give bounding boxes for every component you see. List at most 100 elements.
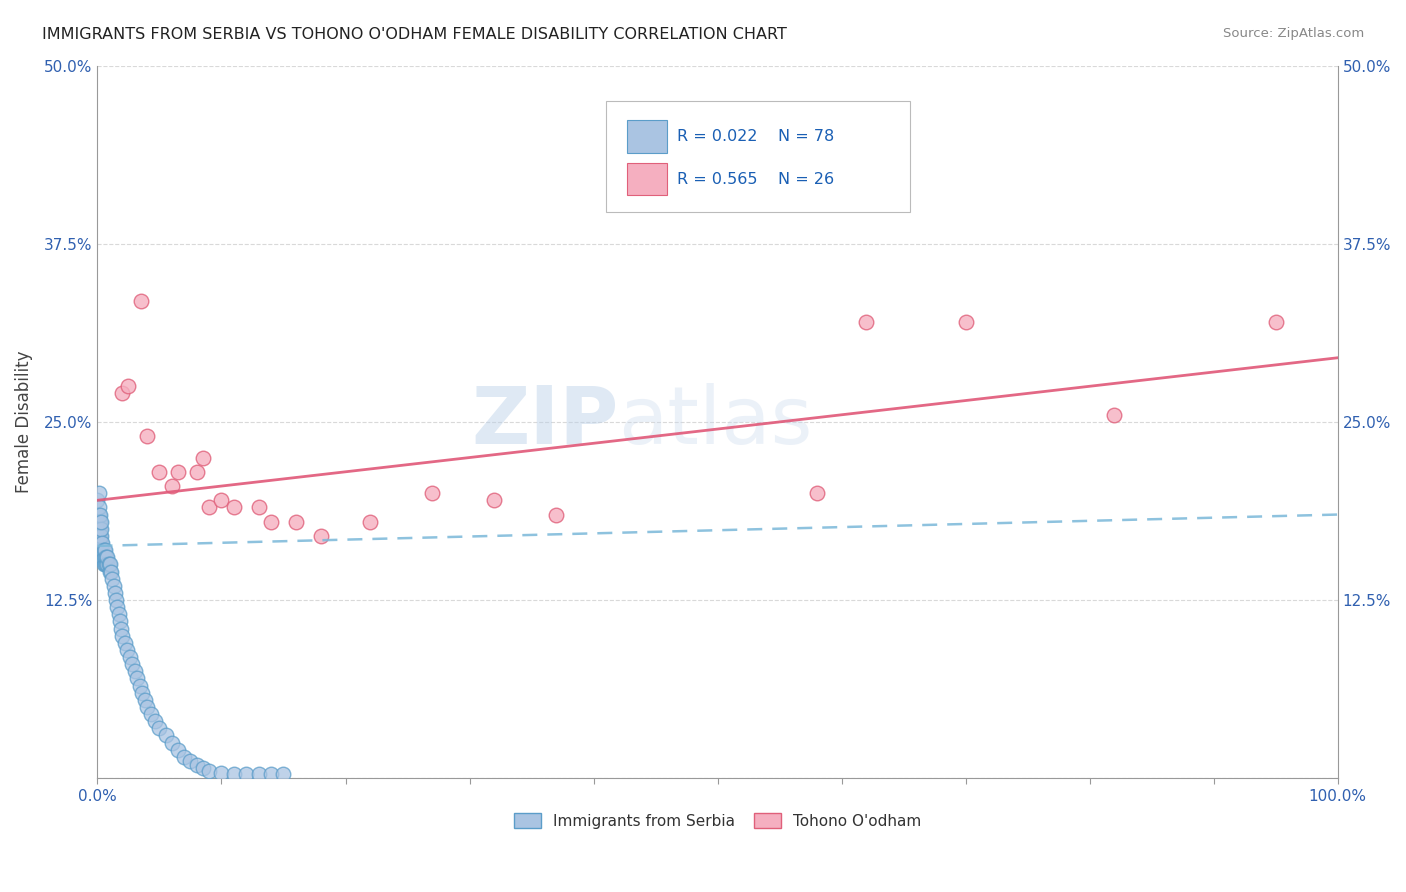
Point <box>90 536 112 550</box>
Point <box>309 529 332 543</box>
Point <box>191 450 214 465</box>
Point <box>1104 408 1126 422</box>
Point <box>167 742 190 756</box>
Point <box>105 600 128 615</box>
Point <box>160 479 183 493</box>
Point <box>89 536 111 550</box>
Point <box>108 615 131 629</box>
Point <box>211 765 233 780</box>
Point <box>198 500 221 515</box>
Point <box>87 529 110 543</box>
Point <box>86 522 108 536</box>
Point <box>93 543 115 558</box>
Point <box>90 515 112 529</box>
Point <box>87 536 110 550</box>
Point <box>247 500 270 515</box>
Point <box>955 315 977 329</box>
Point <box>86 508 108 522</box>
Point <box>128 679 150 693</box>
Point <box>89 522 111 536</box>
Point <box>139 707 162 722</box>
Point <box>86 536 108 550</box>
Point <box>94 558 117 572</box>
Point <box>87 522 110 536</box>
Point <box>91 536 114 550</box>
Point <box>134 693 156 707</box>
Point <box>198 764 221 778</box>
Point <box>484 493 506 508</box>
Point <box>107 607 129 622</box>
Point <box>273 767 295 781</box>
Point <box>96 550 118 565</box>
Point <box>93 558 115 572</box>
Point <box>97 558 120 572</box>
Point <box>101 572 124 586</box>
Point <box>143 714 166 729</box>
Point <box>806 486 828 500</box>
Point <box>127 672 149 686</box>
Point <box>124 665 146 679</box>
Point <box>96 558 118 572</box>
Point <box>136 700 159 714</box>
Text: IMMIGRANTS FROM SERBIA VS TOHONO O'ODHAM FEMALE DISABILITY CORRELATION CHART: IMMIGRANTS FROM SERBIA VS TOHONO O'ODHAM… <box>42 27 787 42</box>
Point <box>89 529 111 543</box>
Point <box>104 586 127 600</box>
Point <box>87 515 110 529</box>
Point <box>89 508 111 522</box>
Y-axis label: Female Disability: Female Disability <box>15 351 32 493</box>
Point <box>90 522 112 536</box>
Point <box>247 767 270 781</box>
Point <box>98 565 121 579</box>
Bar <box>627 163 666 195</box>
Point <box>121 657 143 672</box>
Point <box>87 500 110 515</box>
FancyBboxPatch shape <box>606 101 910 211</box>
Point <box>90 529 112 543</box>
Point <box>90 543 112 558</box>
Point <box>222 767 245 781</box>
Point <box>186 758 208 772</box>
Point <box>359 515 381 529</box>
Point <box>86 493 108 508</box>
Text: R = 0.565    N = 26: R = 0.565 N = 26 <box>676 172 834 187</box>
Point <box>90 550 112 565</box>
Point <box>114 636 136 650</box>
Point <box>222 500 245 515</box>
Point <box>1264 315 1286 329</box>
Legend: Immigrants from Serbia, Tohono O'odham: Immigrants from Serbia, Tohono O'odham <box>508 807 928 835</box>
Point <box>420 486 443 500</box>
Point <box>96 558 118 572</box>
Point <box>94 543 117 558</box>
Point <box>94 550 117 565</box>
Point <box>129 293 152 308</box>
Point <box>186 465 208 479</box>
Point <box>284 515 307 529</box>
Point <box>91 543 114 558</box>
Point <box>118 650 141 665</box>
Point <box>87 486 110 500</box>
Point <box>96 550 118 565</box>
Point <box>89 515 111 529</box>
Point <box>211 493 233 508</box>
Point <box>89 543 111 558</box>
Point <box>131 686 153 700</box>
Point <box>111 386 134 401</box>
Point <box>260 515 283 529</box>
Point <box>546 508 568 522</box>
Point <box>155 729 177 743</box>
Point <box>179 754 201 768</box>
Text: ZIP: ZIP <box>471 383 619 461</box>
Point <box>235 767 257 781</box>
Point <box>160 736 183 750</box>
Point <box>117 379 139 393</box>
Point <box>173 749 195 764</box>
Point <box>855 315 877 329</box>
Point <box>87 543 110 558</box>
Point <box>148 465 170 479</box>
Point <box>100 565 122 579</box>
Text: atlas: atlas <box>619 383 813 461</box>
Point <box>87 508 110 522</box>
Point <box>148 722 170 736</box>
Point <box>98 558 121 572</box>
Point <box>103 579 125 593</box>
